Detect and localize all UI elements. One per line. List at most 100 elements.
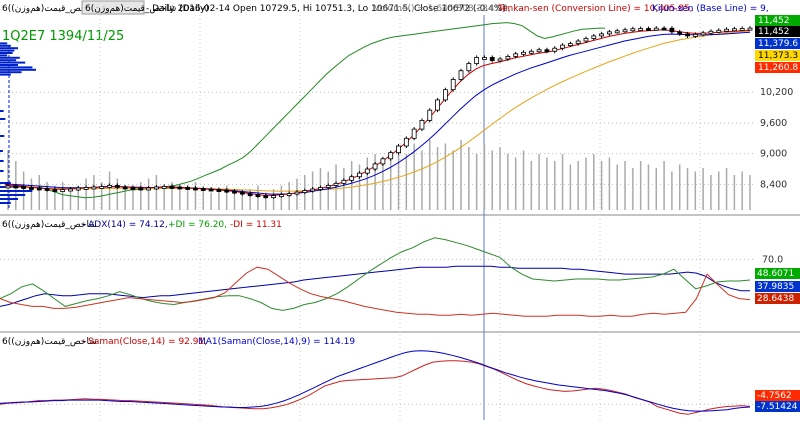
candle-body	[239, 191, 245, 195]
volume-profile-bar	[0, 194, 26, 196]
adx-badge-label: 28.6438	[757, 294, 794, 304]
candle-body	[739, 28, 745, 31]
volume-readout: Volume() = 1,645,808,384.00,	[374, 4, 511, 14]
candle-body	[638, 28, 644, 31]
candle-body	[646, 28, 651, 31]
tenkan-readout: Tenkan-sen (Conversion Line) = 10,405.85…	[497, 4, 693, 14]
candle-body	[177, 186, 183, 190]
candle-body	[68, 188, 73, 192]
candle-body	[193, 187, 198, 191]
candle-body	[99, 186, 105, 189]
candle-body	[513, 53, 519, 57]
adx-badge-label: 48.6071	[757, 269, 794, 279]
price-badge-label: 11,260.8	[758, 63, 798, 73]
candle-body	[91, 186, 97, 190]
price-badge	[755, 15, 800, 26]
saman-badge-label: -7.51424	[757, 402, 798, 412]
candle-body	[161, 186, 167, 189]
candle-body	[294, 191, 300, 195]
candle-body	[333, 182, 339, 186]
saman-badge	[755, 390, 800, 401]
candle-body	[146, 187, 151, 191]
candle-body	[716, 29, 722, 33]
adx-prefix: 6(شاخص_قیمت(هم‌وزن)	[2, 220, 97, 230]
candle-body	[591, 35, 597, 39]
candle-body	[677, 31, 683, 35]
candle-body	[536, 49, 542, 53]
saman-series-line	[0, 350, 751, 412]
kijun-readout: Kijun-sen (Base Line) = 9,	[652, 4, 769, 14]
symbol-tab[interactable]: 6(شاخص_قیمت(هم‌وزن (Daily)	[85, 4, 209, 14]
volume-profile-bar	[0, 150, 3, 152]
moving-average-line	[4, 30, 751, 192]
candle-body	[466, 63, 472, 72]
candle-body	[575, 40, 581, 45]
candle-body	[458, 70, 464, 80]
saman-readout: - Saman(Close,14) = 92.91,	[82, 337, 207, 347]
volume-profile-bar	[0, 47, 18, 50]
volume-profile-bar	[0, 73, 11, 76]
candle-body	[325, 185, 331, 188]
candle-body	[75, 187, 81, 191]
candle-body	[341, 179, 347, 184]
adx-series-line	[0, 265, 750, 307]
candle-body	[505, 56, 511, 60]
price-badge-label: 11,452	[758, 27, 790, 37]
volume-profile-bar	[0, 66, 33, 69]
candle-body	[567, 43, 573, 46]
candle-body	[653, 27, 659, 31]
candle-body	[692, 33, 698, 37]
candle-body	[544, 49, 550, 53]
price-candles	[5, 26, 753, 199]
candle-body	[661, 27, 667, 31]
volume-profile-bar	[0, 49, 15, 52]
symbol-tab-box[interactable]	[81, 0, 145, 15]
candle-body	[36, 187, 42, 191]
candle-body	[208, 188, 214, 192]
candle-body	[21, 186, 27, 189]
candle-body	[122, 186, 128, 190]
candle-body	[107, 185, 112, 188]
saman-prefix: 6(شاخص_قیمت(هم‌وزن)	[2, 337, 97, 347]
mdi-readout: -DI = 11.31	[230, 220, 282, 230]
candle-body	[278, 194, 284, 198]
volume-profile-bar	[0, 59, 17, 62]
adx-badge	[755, 293, 800, 304]
volume-profile-bar	[0, 54, 8, 57]
price-badge-label: 11,452	[758, 16, 790, 26]
candle-body	[349, 176, 355, 181]
candle-body	[489, 57, 495, 61]
candle-body	[247, 193, 253, 197]
candle-body	[114, 185, 120, 188]
candle-body	[286, 193, 292, 197]
volume-profile-bar	[0, 202, 11, 204]
candle-body	[302, 190, 308, 193]
price-tick-label: 8,400	[760, 179, 787, 190]
ohlc-readout: - Daily 2016-02-14 Open 10729.5, Hi 1075…	[146, 4, 506, 14]
candle-body	[450, 79, 456, 91]
pdi-readout: +DI = 76.20,	[168, 220, 227, 230]
candle-body	[271, 195, 276, 199]
candle-body	[216, 189, 222, 192]
candle-body	[13, 185, 19, 189]
adx-series-line	[0, 237, 751, 311]
candle-body	[52, 189, 58, 192]
candle-body	[685, 33, 690, 37]
volume-profile-bar	[0, 182, 11, 184]
candle-body	[232, 190, 237, 194]
candle-body	[669, 27, 675, 33]
candle-body	[44, 188, 50, 191]
adx-badge-label: 37.9835	[757, 282, 794, 292]
candle-body	[372, 163, 378, 170]
volume-profile-bar	[0, 56, 20, 59]
candle-body	[200, 188, 206, 191]
candle-body	[607, 31, 612, 35]
volume-profile-bar	[0, 110, 4, 112]
saman-badge	[755, 401, 800, 412]
candle-body	[435, 99, 440, 111]
candle-body	[708, 30, 714, 34]
saman-badge-label: -4.7562	[757, 391, 792, 401]
candle-body	[255, 194, 261, 198]
